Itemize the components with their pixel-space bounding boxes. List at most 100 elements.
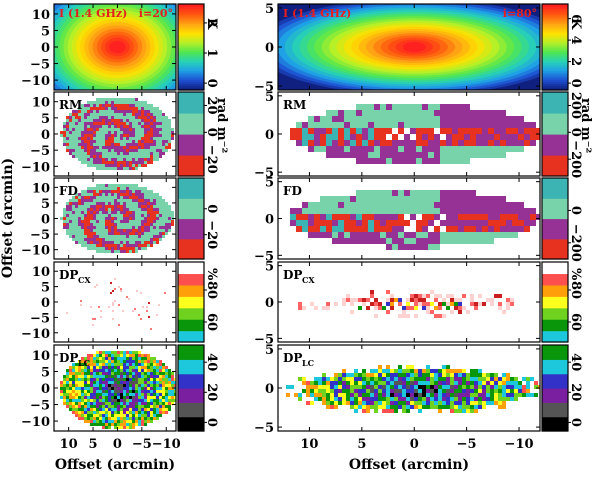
colorbar-tick-label: 6 (568, 14, 583, 23)
map-dp_lc (278, 345, 540, 431)
colorbar-tick-label: 4 (568, 36, 583, 45)
y-tick-label: 0 (265, 213, 274, 228)
colorbar-tick-label: 0 (204, 79, 219, 88)
intensity-contour (402, 41, 426, 53)
colorbar-tick-label: 0 (204, 204, 219, 213)
map-rm (54, 92, 176, 176)
colorbar-tick-label: 1 (204, 48, 219, 57)
y-tick-label: −5 (30, 58, 50, 73)
y-tick-label: −5 (30, 144, 50, 159)
x-axis-label: Offset (arcmin) (55, 457, 175, 473)
map-fd (278, 178, 540, 259)
colorbar-intensity: 0 2 4 6K (541, 3, 583, 91)
colorbar-dp_cx: 60 80% (541, 261, 583, 343)
colorbar-tick-label: 40 (568, 353, 583, 371)
colorbar-intensity: 0 1 2K (177, 3, 219, 91)
y-tick-label: 5 (41, 281, 50, 296)
colorbar-tick-label: 40 (204, 353, 219, 371)
y-tick-label: 10 (32, 349, 50, 364)
x-tick-labels-col2: 10 5 0 −5 −10 Offset (arcmin) (300, 437, 533, 473)
y-tick-label: 5 (41, 365, 50, 380)
intensity-contour (109, 40, 126, 54)
panel-dp_cx-col2: 5 0 −5 DP CX 60 80% (254, 260, 583, 348)
y-tick-label: 5 (41, 197, 50, 212)
colorbar-tick-label: −200 (568, 224, 583, 262)
x-tick-label: 0 (113, 437, 122, 452)
colorbar-tick-label: 20 (568, 383, 583, 401)
x-tick-label: 0 (410, 437, 419, 452)
y-tick-label: 0 (265, 296, 274, 311)
y-tick-label: 10 (32, 8, 50, 23)
x-tick-label: 5 (357, 437, 366, 452)
y-tick-label: 0 (41, 382, 50, 397)
y-tick-label: 0 (41, 41, 50, 56)
y-tick-label: −5 (254, 166, 274, 181)
x-tick-label: −5 (132, 437, 152, 452)
panel-label-fd: FD (283, 184, 302, 198)
x-axis-label: Offset (arcmin) (349, 457, 469, 473)
colorbar-unit: K (204, 18, 219, 30)
colorbar-tick-label: 0 (568, 206, 583, 215)
panel-dp_lc-col1: 105 0 −5−10 DP LC 0 20 40 (21, 344, 219, 432)
y-tick-label: 5 (265, 343, 274, 358)
x-tick-label: −10 (152, 437, 181, 452)
map-fd (54, 178, 176, 259)
colorbar-tick-label: 20 (204, 383, 219, 401)
panel-label-subscript: CX (302, 275, 315, 285)
panel-label-subscript: LC (302, 358, 314, 368)
x-tick-label: 10 (300, 437, 318, 452)
y-tick-label: −10 (21, 415, 50, 430)
colorbar-tick-label: 2 (568, 57, 583, 66)
colorbar-tick-label: 0 (204, 418, 219, 427)
colorbar-tick-label: −20 (204, 145, 219, 174)
panel-label-subscript: CX (78, 275, 91, 285)
colorbar-unit: rad m⁻² (214, 98, 229, 153)
colorbar-tick-label: 20 (204, 96, 219, 114)
map-intensity (54, 4, 176, 90)
y-tick-label: −5 (254, 421, 274, 436)
x-tick-label: 5 (89, 437, 98, 452)
colorbar-dp_lc: 0 20 40 (177, 344, 219, 432)
y-tick-label: 0 (41, 296, 50, 311)
x-tick-labels-col1: 10 5 0 −5 −10 Offset (arcmin) (55, 437, 181, 473)
y-tick-label: 5 (41, 24, 50, 39)
panel-label-rm: RM (59, 98, 82, 112)
map-rm (278, 92, 540, 176)
colorbar-tick-label: 2 (204, 18, 219, 27)
y-tick-label: −5 (30, 311, 50, 326)
y-tick-label: 0 (265, 382, 274, 397)
colorbar-tick-label: −20 (204, 220, 219, 249)
panel-dp_lc-col2: 5 0 −5 DP LC 0 20 40 (254, 343, 583, 436)
y-tick-label: 10 (32, 96, 50, 111)
panel-intensity-col1: 105 0 −5−10 I (1.4 GHz) i=20° 0 1 2K (21, 3, 219, 91)
x-tick-label: −10 (505, 437, 534, 452)
panel-label-intensity: I (1.4 GHz) (59, 7, 127, 20)
colorbar-unit: % (568, 268, 583, 281)
colorbar-dp_lc: 0 20 40 (541, 344, 583, 432)
y-tick-label: 10 (32, 181, 50, 196)
colorbar-unit: K (568, 18, 583, 30)
y-tick-label: −5 (254, 249, 274, 264)
y-tick-label: 5 (265, 2, 274, 17)
panel-label-dp_cx: DP (283, 268, 302, 282)
panel-label-dp_cx: DP (59, 268, 78, 282)
map-intensity (278, 4, 540, 90)
panel-label-rm: RM (283, 98, 306, 112)
y-tick-label: −10 (21, 160, 50, 175)
colorbar-tick-label: 0 (204, 128, 219, 137)
panel-label-dp_lc: DP (59, 351, 78, 365)
map-dp_cx (278, 262, 540, 342)
y-tick-label: 0 (265, 41, 274, 56)
y-tick-label: −5 (30, 228, 50, 243)
y-tick-label: 0 (41, 128, 50, 143)
y-tick-label: −10 (21, 327, 50, 342)
panel-label-dp_lc: DP (283, 351, 302, 365)
y-tick-label: 10 (32, 265, 50, 280)
panel-label-intensity: I (1.4 GHz) (283, 7, 351, 20)
inclination-label: i=80° (503, 7, 537, 20)
